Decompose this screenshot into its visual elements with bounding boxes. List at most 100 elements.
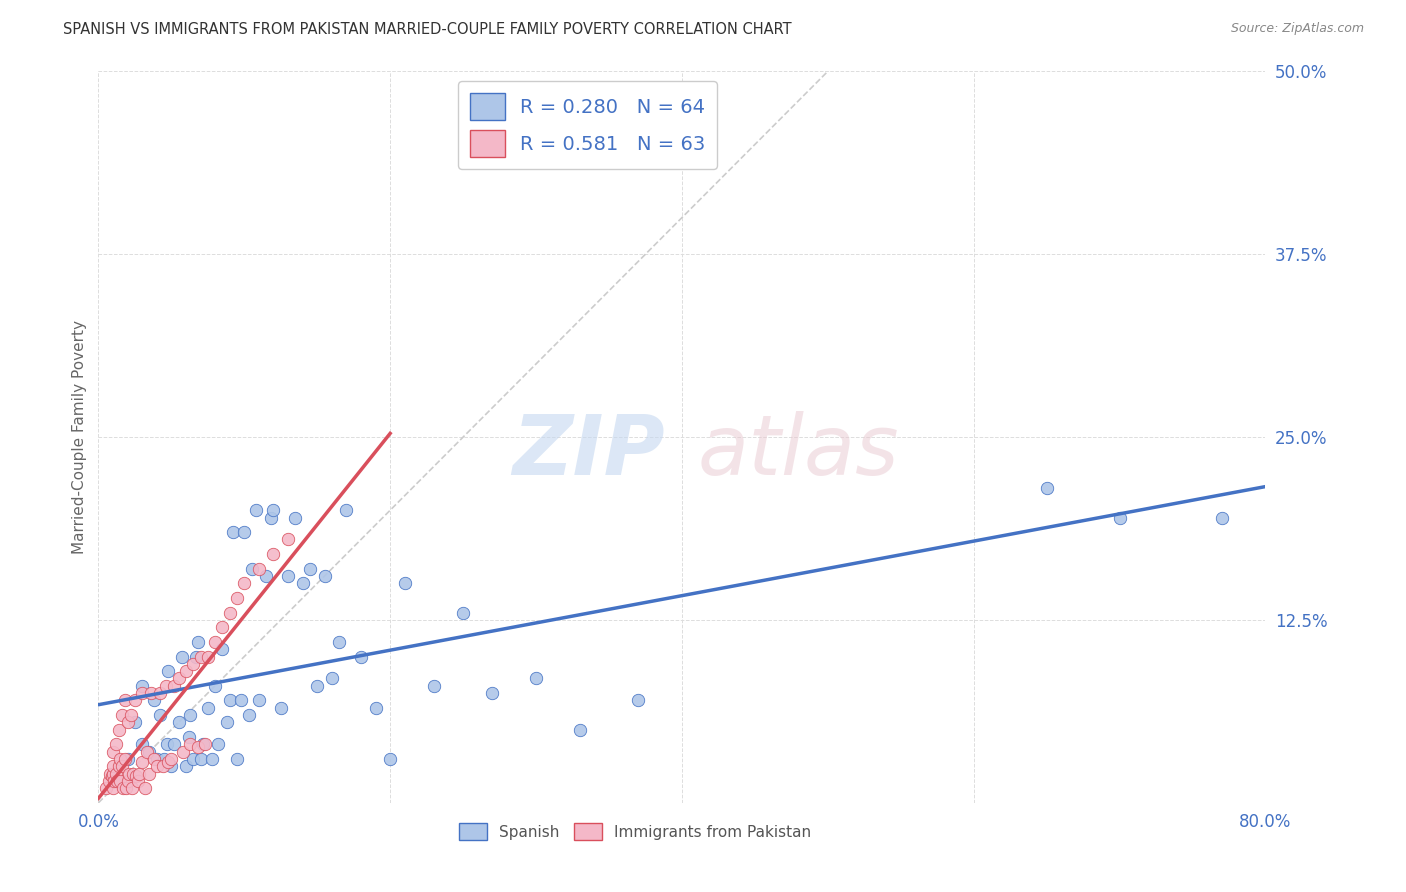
Point [174,759,197,773]
Point [181,657,204,671]
Point [231,693,253,707]
Point [172,745,194,759]
Point [155,679,177,693]
Point [160,752,183,766]
Point [124,693,146,707]
Point [201,752,224,766]
Point [101,766,124,780]
Point [149,708,172,723]
Point [115,781,138,796]
Point [114,693,136,707]
Point [112,781,135,796]
Point [568,723,591,737]
Point [108,723,131,737]
Point [262,547,284,561]
Point [104,766,127,780]
Point [186,649,208,664]
Point [152,759,174,773]
Point [160,759,183,773]
Point [146,752,169,766]
Point [364,700,387,714]
Point [121,781,143,796]
Point [190,752,212,766]
Point [120,708,142,723]
Point [233,576,256,591]
Point [259,510,281,524]
Point [270,700,292,714]
Point [321,672,343,686]
Point [190,649,212,664]
Point [117,773,139,788]
Point [218,606,240,620]
Point [240,562,263,576]
Point [128,766,150,780]
Point [138,745,160,759]
Point [394,576,416,591]
Point [187,635,209,649]
Point [1211,510,1233,524]
Point [114,752,136,766]
Point [298,562,321,576]
Point [181,752,204,766]
Point [197,700,219,714]
Point [139,686,162,700]
Point [110,752,132,766]
Point [149,686,172,700]
Text: ZIP: ZIP [512,411,665,492]
Point [131,755,153,769]
Point [262,503,284,517]
Point [131,737,153,751]
Point [380,752,402,766]
Point [98,766,121,780]
Point [291,576,314,591]
Point [170,649,193,664]
Point [101,745,124,759]
Text: atlas: atlas [697,411,900,492]
Point [179,737,201,751]
Point [167,715,190,730]
Point [101,759,124,773]
Point [163,679,186,693]
Point [218,693,240,707]
Point [101,781,124,796]
Point [135,745,157,759]
Point [108,759,131,773]
Point [1108,510,1130,524]
Point [423,679,446,693]
Text: SPANISH VS IMMIGRANTS FROM PAKISTAN MARRIED-COUPLE FAMILY POVERTY CORRELATION CH: SPANISH VS IMMIGRANTS FROM PAKISTAN MARR… [63,22,792,37]
Point [226,752,249,766]
Point [215,715,238,730]
Point [221,525,243,540]
Point [335,503,357,517]
Point [481,686,503,700]
Point [146,759,169,773]
Point [163,737,186,751]
Point [125,769,148,783]
Point [124,715,146,730]
Point [254,569,277,583]
Point [1035,481,1057,495]
Point [284,510,307,524]
Point [187,740,209,755]
Point [193,737,215,751]
Point [179,708,201,723]
Point [328,635,350,649]
Point [177,730,200,744]
Point [153,752,176,766]
Point [110,773,132,788]
Point [94,781,117,796]
Point [117,715,139,730]
Point [103,773,125,788]
Point [142,752,165,766]
Point [127,773,149,788]
Point [105,773,128,788]
Point [111,759,134,773]
Text: Source: ZipAtlas.com: Source: ZipAtlas.com [1230,22,1364,36]
Point [118,766,141,780]
Point [157,664,180,678]
Point [104,737,127,751]
Point [524,672,547,686]
Point [247,562,270,576]
Point [350,649,373,664]
Point [117,752,139,766]
